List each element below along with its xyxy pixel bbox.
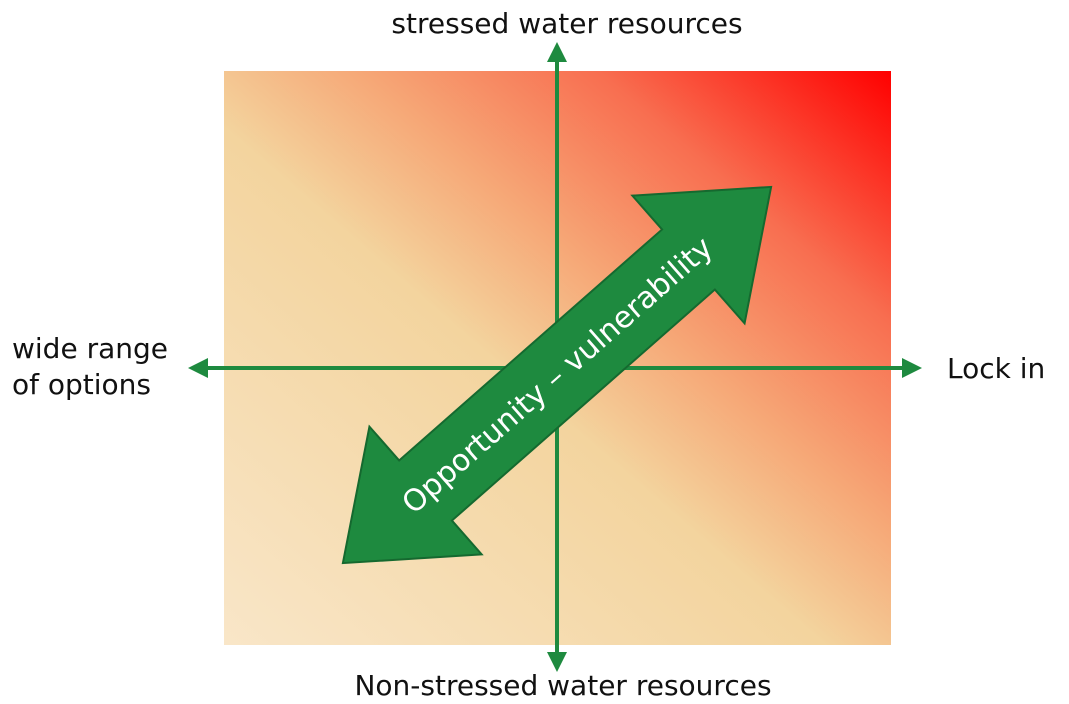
top-label: stressed water resources	[391, 7, 742, 40]
bottom-label: Non-stressed water resources	[354, 669, 771, 702]
right-label: Lock in	[947, 352, 1045, 385]
left-label: wide range	[12, 332, 168, 365]
left-label: of options	[12, 368, 151, 401]
arrow-shape	[341, 185, 773, 565]
